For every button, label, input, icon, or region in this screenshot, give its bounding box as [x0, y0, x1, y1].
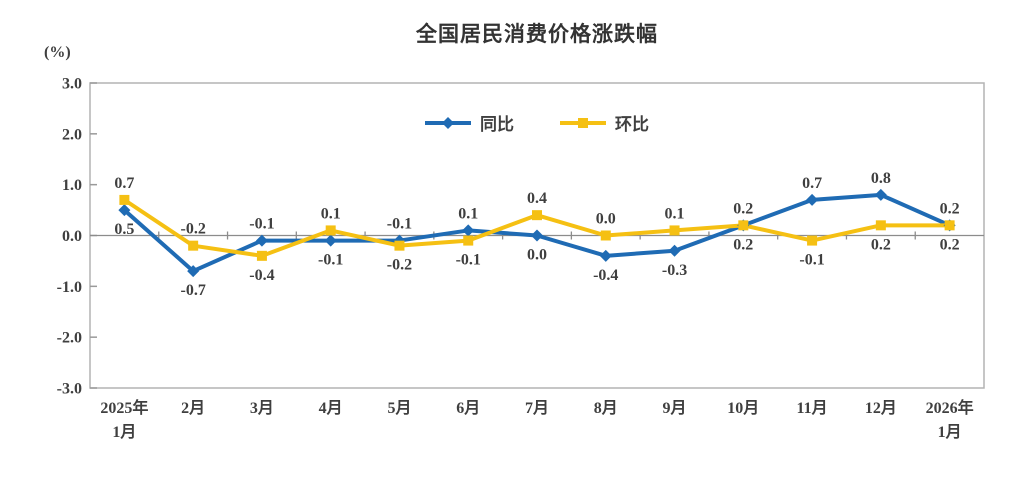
series-0-point	[462, 224, 475, 237]
data-label-above: 0.0	[596, 211, 616, 228]
y-axis-tick-label: 0.0	[62, 228, 82, 245]
series-1-point	[600, 230, 611, 241]
series-1-point	[325, 225, 336, 236]
series-0-point	[668, 244, 681, 257]
data-label-below: -0.7	[180, 282, 205, 299]
data-label-above: 0.4	[527, 190, 547, 207]
legend-item-yoy: 同比	[425, 110, 514, 135]
series-0-point	[324, 234, 337, 247]
series-1-point	[738, 220, 749, 231]
x-axis-label: 6月	[456, 399, 480, 417]
data-label-above: 0.1	[321, 205, 341, 222]
y-axis-tick-label: -3.0	[57, 381, 82, 398]
data-label-above: -0.1	[387, 216, 412, 233]
series-1-point	[119, 194, 130, 205]
series-1-point	[463, 235, 474, 246]
data-label-below: 0.0	[527, 247, 547, 264]
series-1-point	[807, 235, 818, 246]
y-axis-tick-label: -2.0	[57, 330, 82, 347]
x-axis-label: 9月	[663, 399, 687, 417]
x-axis-label: 3月	[250, 399, 274, 417]
series-0-point	[874, 188, 887, 201]
x-axis-label: 12月	[865, 399, 897, 417]
y-axis-tick-label: 3.0	[62, 76, 82, 93]
series-1-point	[394, 240, 405, 251]
x-axis-label: 2025年 1月	[100, 398, 148, 441]
series-1-point	[188, 240, 199, 251]
data-label-below: -0.1	[456, 252, 481, 269]
x-axis-label: 2026年 1月	[926, 398, 974, 441]
series-0-point	[255, 234, 268, 247]
x-axis-label: 5月	[387, 399, 411, 417]
yoy-line-diamond-icon	[425, 116, 471, 129]
x-axis-label: 2月	[181, 399, 205, 417]
data-label-below: -0.4	[593, 267, 618, 284]
x-axis-label: 4月	[319, 399, 343, 417]
data-label-below: -0.1	[318, 252, 343, 269]
x-axis-label: 10月	[727, 399, 759, 417]
data-label-above: 0.2	[940, 200, 960, 217]
chart-title: 全国居民消费价格涨跌幅	[416, 23, 658, 46]
x-axis-label: 7月	[525, 399, 549, 417]
data-label-below: 0.2	[871, 236, 891, 253]
data-label-above: 0.2	[733, 200, 753, 217]
series-1-point	[256, 250, 267, 261]
x-axis-label: 11月	[797, 399, 828, 417]
series-1-point	[875, 220, 886, 231]
series-0-point	[187, 265, 200, 278]
legend-label-mom: 环比	[615, 115, 649, 134]
series-0-point	[806, 193, 819, 206]
y-axis-tick-label: 1.0	[62, 177, 82, 194]
data-label-above: 0.7	[802, 175, 822, 192]
data-label-below: -0.2	[387, 257, 412, 274]
series-1-point	[944, 220, 955, 231]
data-label-below: -0.4	[249, 267, 274, 284]
series-0-point	[599, 249, 612, 262]
data-label-above: 0.8	[871, 170, 891, 187]
y-axis-tick-label: 2.0	[62, 126, 82, 143]
data-label-below: 0.5	[114, 221, 134, 238]
data-label-above: 0.1	[458, 205, 478, 222]
series-0-point	[118, 204, 131, 217]
series-1-point	[532, 210, 542, 221]
data-label-above: -0.2	[180, 221, 205, 238]
y-axis-unit-label: (%)	[44, 44, 71, 61]
data-label-below: 0.2	[733, 236, 753, 253]
mom-line-square-icon	[560, 117, 606, 128]
data-label-below: -0.1	[799, 252, 824, 269]
y-axis-tick-label: -1.0	[57, 279, 82, 296]
series-1-point	[669, 225, 680, 236]
chart-legend: 同比 环比	[90, 110, 984, 135]
x-axis-label: 8月	[594, 399, 618, 417]
legend-label-yoy: 同比	[480, 115, 514, 134]
series-0-point	[531, 229, 543, 242]
data-label-below: -0.3	[662, 262, 687, 279]
data-label-above: 0.7	[114, 175, 134, 192]
data-label-above: 0.1	[665, 205, 685, 222]
data-label-above: -0.1	[249, 216, 274, 233]
data-label-below: 0.2	[940, 236, 960, 253]
legend-item-mom: 环比	[560, 110, 649, 135]
